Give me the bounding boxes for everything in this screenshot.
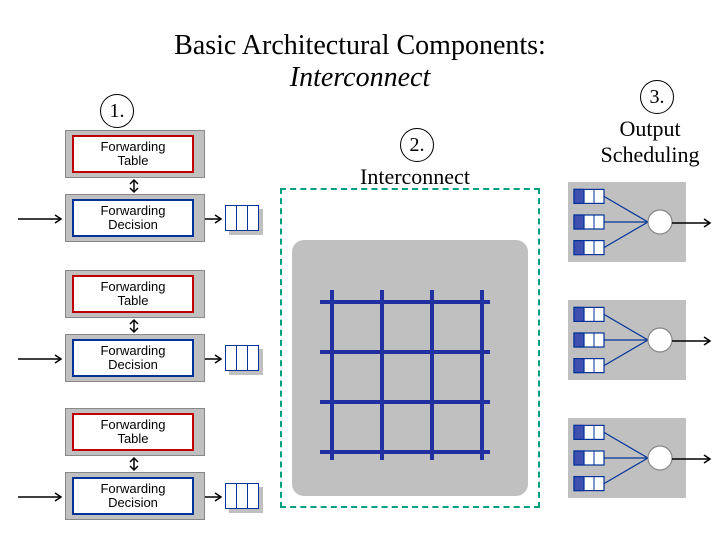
bidir-arrow-icon: [128, 318, 140, 334]
to-queue-arrow-icon: [205, 212, 225, 224]
label-3: 3.: [650, 86, 665, 109]
label-2: 2.: [410, 134, 425, 157]
fd-l1: Forwarding: [100, 204, 165, 218]
to-queue-arrow-icon: [205, 490, 225, 502]
fd-l2: Decision: [108, 218, 158, 232]
title-line2: Interconnect: [0, 62, 720, 94]
label-1: 1.: [110, 100, 125, 123]
ft-l2: Table: [117, 294, 148, 308]
forwarding-decision-inner: ForwardingDecision: [72, 477, 194, 515]
output-scheduling-l1: Output: [590, 116, 710, 142]
output-arrow-icon: [672, 216, 714, 234]
forwarding-table-inner: ForwardingTable: [72, 135, 194, 173]
output-scheduling-label: Output Scheduling: [590, 116, 710, 168]
ft-l2: Table: [117, 154, 148, 168]
ft-l2: Table: [117, 432, 148, 446]
bidir-arrow-icon: [128, 178, 140, 194]
bidir-arrow-icon: [128, 456, 140, 472]
forwarding-decision: ForwardingDecision: [65, 334, 205, 382]
crossbar-hline: [320, 450, 490, 454]
output-scheduling-l2: Scheduling: [590, 142, 710, 168]
crossbar-vline: [380, 290, 384, 460]
output-scheduler-block: [568, 182, 686, 262]
input-queue: [225, 483, 259, 509]
output-scheduler-block: [568, 418, 686, 498]
ft-l1: Forwarding: [100, 140, 165, 154]
forwarding-table-inner: ForwardingTable: [72, 413, 194, 451]
fd-l2: Decision: [108, 496, 158, 510]
output-arrow-icon: [672, 334, 714, 352]
input-arrow-icon: [18, 490, 65, 502]
ft-l1: Forwarding: [100, 280, 165, 294]
forwarding-decision-inner: ForwardingDecision: [72, 339, 194, 377]
input-queue: [225, 345, 259, 371]
forwarding-decision: ForwardingDecision: [65, 472, 205, 520]
title-line1: Basic Architectural Components:: [0, 30, 720, 62]
crossbar-vline: [330, 290, 334, 460]
label-1-circle: 1.: [100, 94, 134, 128]
ft-l1: Forwarding: [100, 418, 165, 432]
crossbar-hline: [320, 400, 490, 404]
interconnect-inner: [292, 240, 528, 496]
forwarding-decision-inner: ForwardingDecision: [72, 199, 194, 237]
forwarding-decision: ForwardingDecision: [65, 194, 205, 242]
forwarding-table-inner: ForwardingTable: [72, 275, 194, 313]
forwarding-table: ForwardingTable: [65, 270, 205, 318]
label-2-circle: 2.: [400, 128, 434, 162]
label-3-circle: 3.: [640, 80, 674, 114]
crossbar-vline: [430, 290, 434, 460]
output-arrow-icon: [672, 452, 714, 470]
fd-l1: Forwarding: [100, 344, 165, 358]
crossbar-hline: [320, 300, 490, 304]
input-arrow-icon: [18, 212, 65, 224]
fd-l2: Decision: [108, 358, 158, 372]
to-queue-arrow-icon: [205, 352, 225, 364]
forwarding-table: ForwardingTable: [65, 130, 205, 178]
forwarding-table: ForwardingTable: [65, 408, 205, 456]
output-scheduler-block: [568, 300, 686, 380]
crossbar-hline: [320, 350, 490, 354]
interconnect-label: Interconnect: [360, 164, 470, 190]
fd-l1: Forwarding: [100, 482, 165, 496]
input-arrow-icon: [18, 352, 65, 364]
crossbar-vline: [480, 290, 484, 460]
input-queue: [225, 205, 259, 231]
